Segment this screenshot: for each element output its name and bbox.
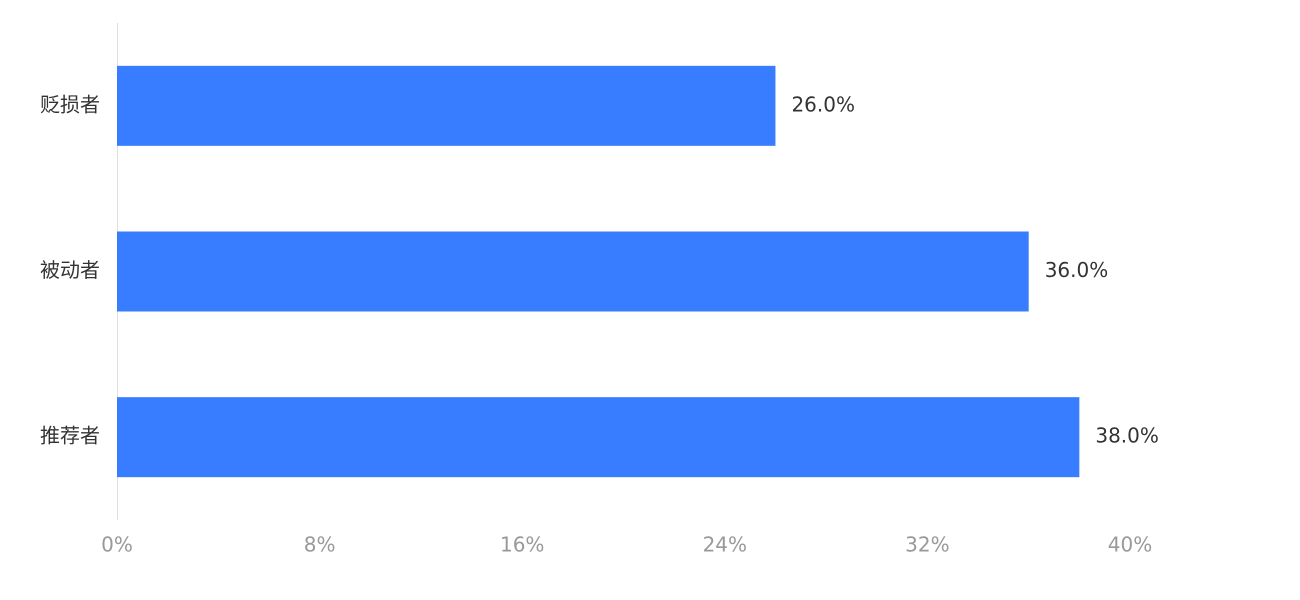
x-tick-label: 8% — [304, 533, 336, 557]
bar — [117, 231, 1029, 312]
value-label: 36.0% — [1045, 258, 1109, 282]
y-tick-label: 贬损者 — [40, 92, 100, 116]
x-tick-label: 0% — [101, 533, 133, 557]
y-tick-label: 被动者 — [40, 258, 100, 282]
value-label: 38.0% — [1095, 424, 1159, 448]
bar — [117, 397, 1080, 478]
x-tick-label: 24% — [703, 533, 747, 557]
x-tick-label: 40% — [1108, 533, 1152, 557]
x-tick-label: 32% — [905, 533, 949, 557]
value-label: 26.0% — [791, 92, 855, 116]
y-tick-label: 推荐者 — [40, 424, 100, 448]
bar — [117, 65, 776, 146]
x-tick-label: 16% — [500, 533, 544, 557]
